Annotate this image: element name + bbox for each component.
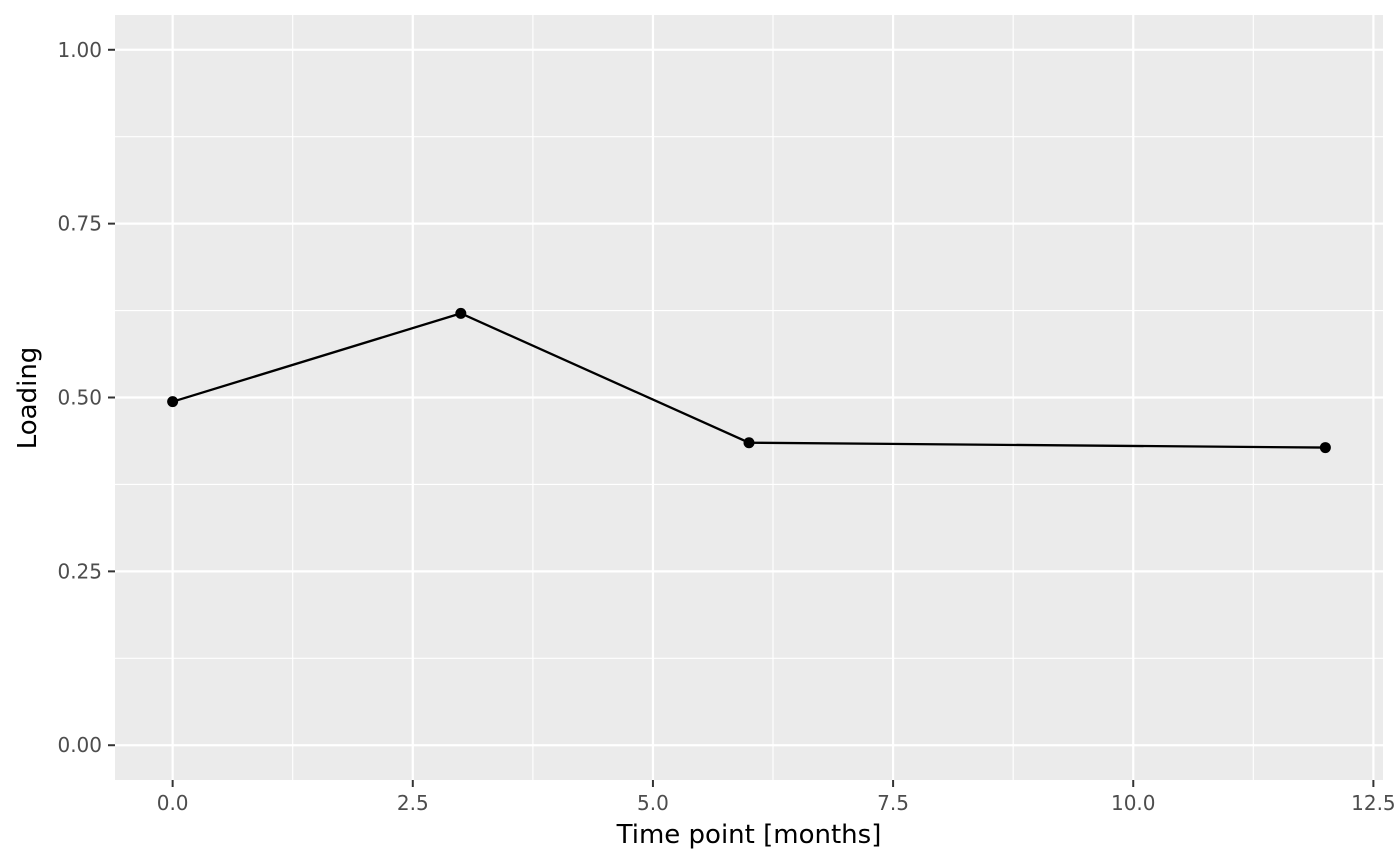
axis-ticks xyxy=(108,48,1375,787)
data-point xyxy=(167,396,179,408)
y-tick-label: 0.50 xyxy=(57,386,102,410)
y-tick-label: 0.75 xyxy=(57,212,102,236)
x-tick-label: 2.5 xyxy=(397,791,429,815)
x-tick-label: 7.5 xyxy=(877,791,909,815)
data-point xyxy=(1319,442,1331,454)
y-tick-label: 1.00 xyxy=(57,38,102,62)
tick-labels: 0.0 2.5 5.0 7.5 10.0 12.5 0.00 0.25 0.50 0.75 1.00 xyxy=(57,38,1395,815)
x-tick-label: 12.5 xyxy=(1351,791,1396,815)
y-axis-title: Loading xyxy=(13,347,43,450)
x-tick-label: 5.0 xyxy=(637,791,669,815)
x-axis-title: Time point [months] xyxy=(616,820,882,850)
x-tick-label: 0.0 xyxy=(157,791,189,815)
series-line xyxy=(172,312,1326,449)
y-tick-label: 0.25 xyxy=(57,559,102,583)
data-point xyxy=(743,437,755,449)
data-point xyxy=(455,307,467,319)
series-layer xyxy=(167,307,1331,454)
x-tick-label: 10.0 xyxy=(1111,791,1156,815)
y-tick-label: 0.00 xyxy=(57,733,102,757)
